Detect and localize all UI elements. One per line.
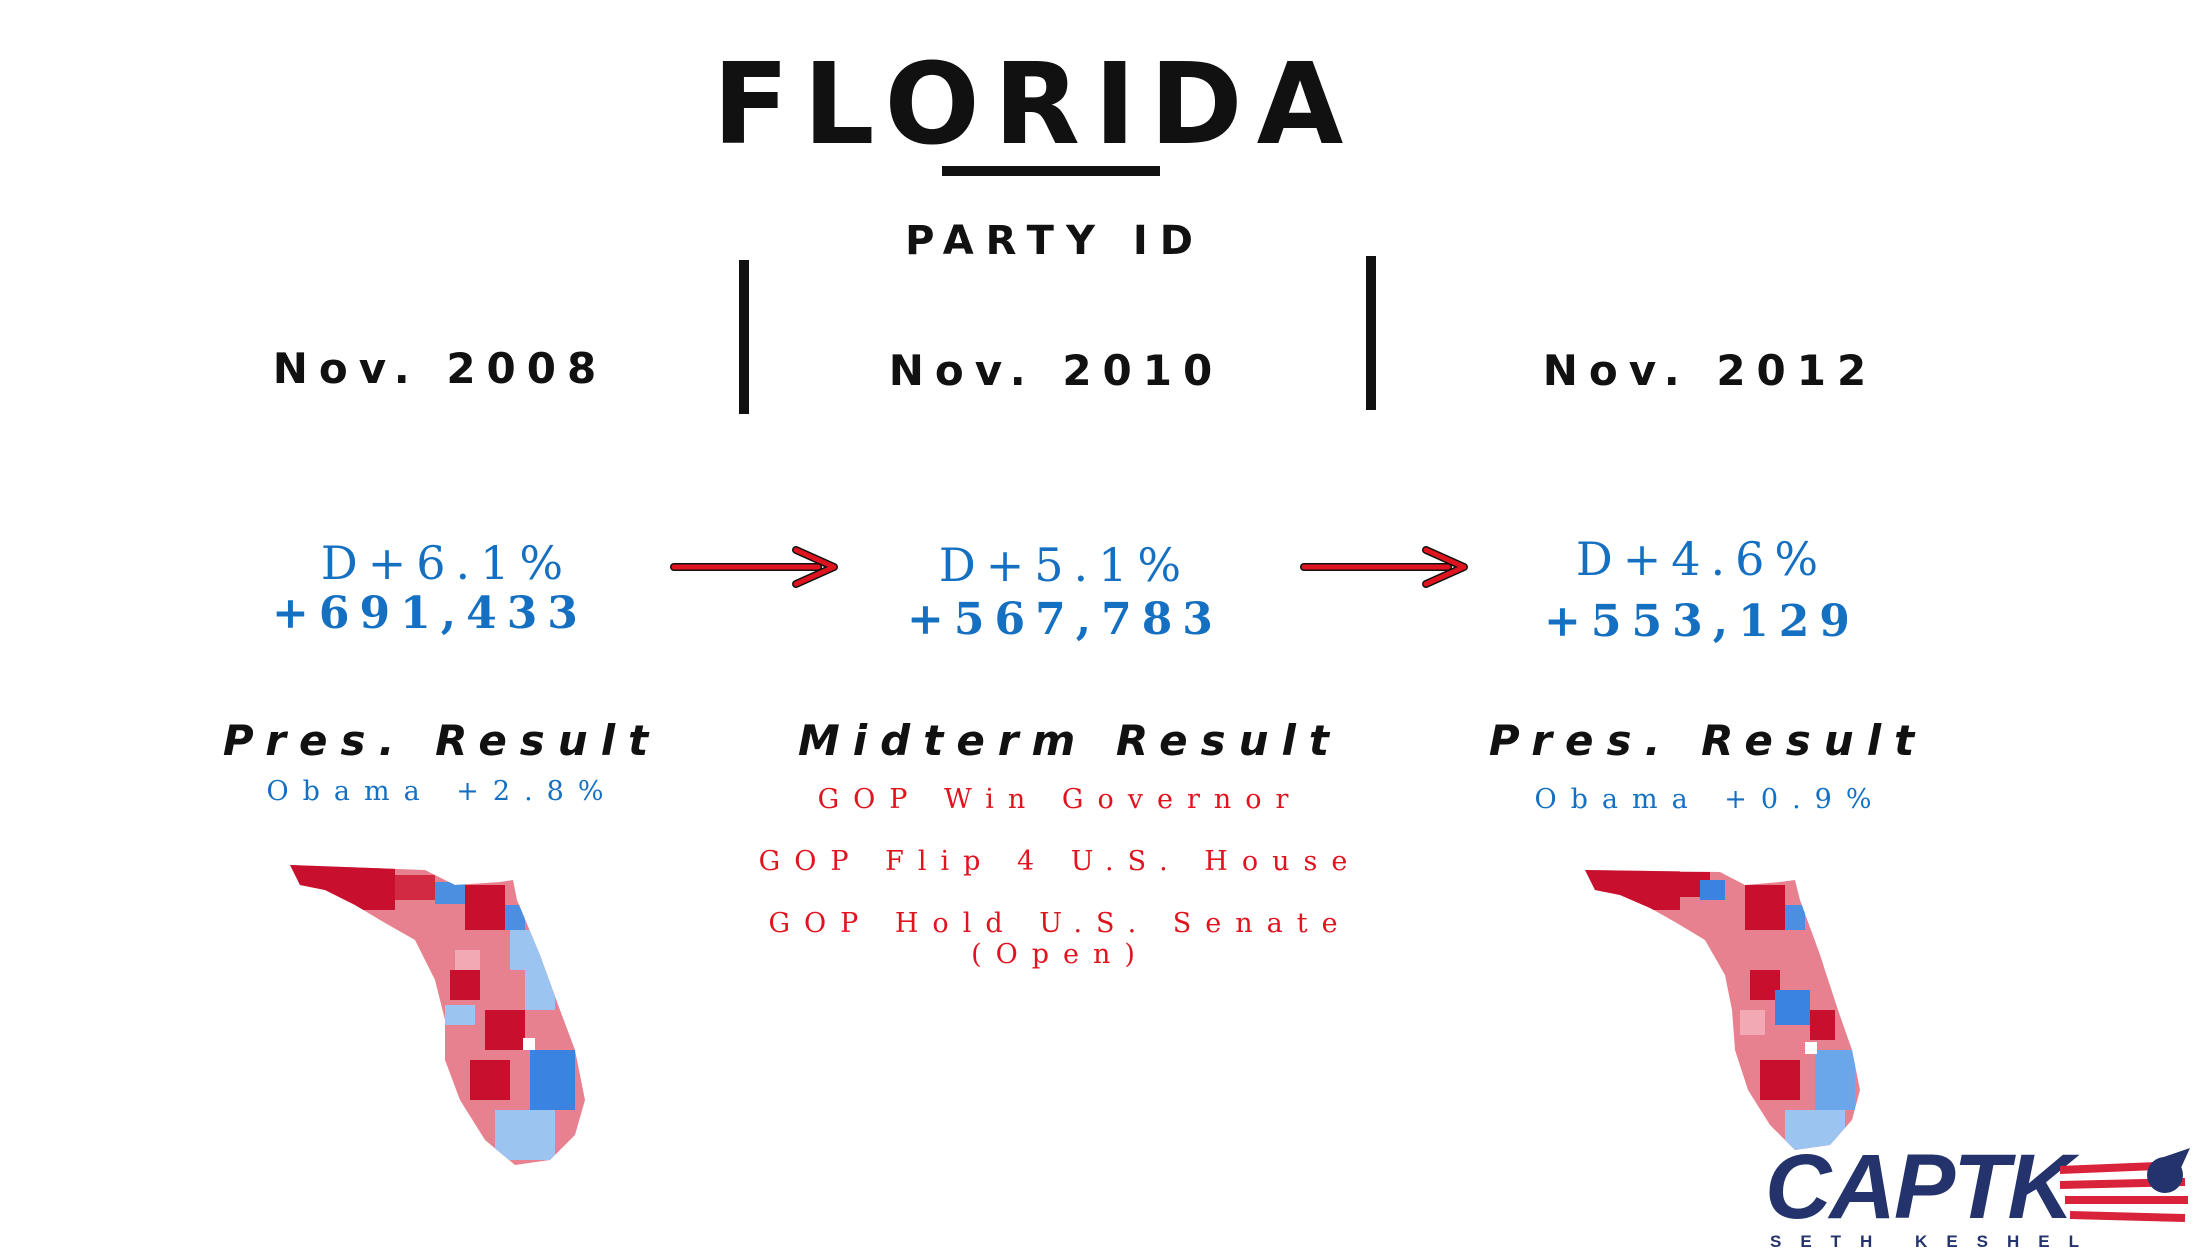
result-heading-2010: Midterm Result [797,716,1343,765]
party-num-2008: +691,433 [272,588,588,639]
party-pct-2010: D+5.1% [938,538,1192,592]
party-num-2012: +553,129 [1544,596,1860,647]
florida-map-2008 [290,865,585,1165]
result-heading-2012: Pres. Result [1488,716,1928,765]
right-arrow-icon [1300,546,1468,588]
party-pct-2008: D+6.1% [320,536,574,590]
right-arrow-icon [670,546,838,588]
result-heading-2008: Pres. Result [222,716,662,765]
captk-logo: CAPTK SETH KESHEL [1765,1140,2190,1251]
party-pct-2012: D+4.6% [1575,532,1829,586]
result-line-2010-governor: GOP Win Governor [817,784,1303,815]
title-underline [942,166,1160,176]
result-line-2012: Obama +0.9% [1534,784,1886,815]
logo-brand: CAPTK [1765,1140,2080,1238]
result-line-2010-house: GOP Flip 4 U.S. House [758,846,1362,877]
date-2010: Nov. 2010 [888,346,1224,395]
logo-tagline: SETH KESHEL [1770,1232,2098,1251]
eagle-stripes-icon [2059,1148,2190,1222]
column-divider-left [739,260,749,414]
date-2008: Nov. 2008 [272,344,608,393]
page-subtitle: PARTY ID [905,218,1205,264]
date-2012: Nov. 2012 [1542,346,1878,395]
result-line-2010-senate: GOP Hold U.S. Senate (Open) [768,908,1352,970]
party-num-2010: +567,783 [907,594,1223,645]
column-divider-right [1366,256,1376,410]
result-line-2008: Obama +2.8% [266,776,618,807]
page-title: FLORIDA [712,40,1358,170]
florida-map-2012 [1585,870,1860,1150]
